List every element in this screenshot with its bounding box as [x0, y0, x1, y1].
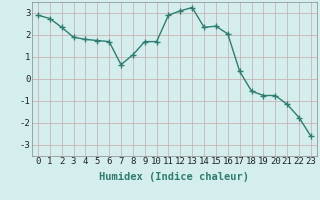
X-axis label: Humidex (Indice chaleur): Humidex (Indice chaleur) — [100, 172, 249, 182]
